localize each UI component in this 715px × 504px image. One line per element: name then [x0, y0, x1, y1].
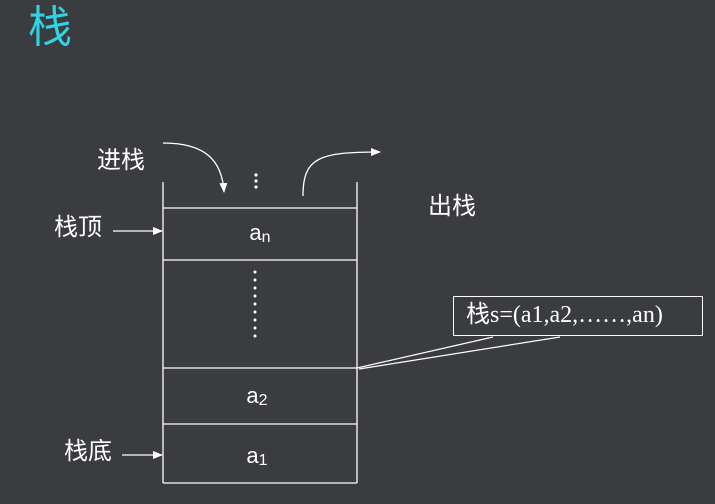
stack-top-label: 栈顶 — [54, 213, 102, 241]
cell-label-an: an — [249, 220, 271, 247]
pop-arrow — [302, 148, 381, 197]
cell-label-a1: a1 — [246, 443, 268, 470]
page-title: 栈 — [28, 2, 73, 53]
ellipsis-dot — [254, 179, 258, 183]
middle-ellipsis — [253, 270, 257, 338]
callout-line — [356, 336, 494, 369]
ellipsis-dot — [254, 173, 258, 177]
cell-label-a2: a2 — [246, 383, 268, 410]
stack-formula-box: 栈s=(a1,a2,……,an) — [453, 296, 703, 336]
ellipsis-dot — [254, 185, 258, 189]
pop-label: 出栈 — [428, 192, 476, 220]
push-arrow — [162, 142, 228, 193]
push-label: 进栈 — [97, 146, 145, 174]
callout-line — [358, 336, 561, 370]
stack-bottom-label: 栈底 — [64, 437, 112, 465]
